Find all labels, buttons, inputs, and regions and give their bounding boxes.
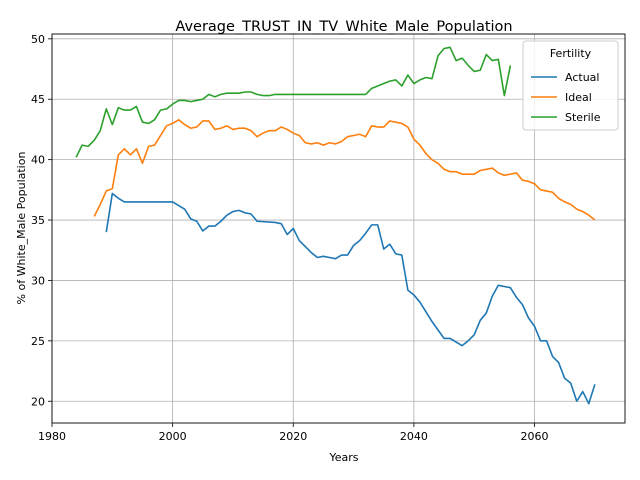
y-axis: 20 25 30 35 40 45 50 [31,33,52,408]
legend-title: Fertility [550,47,592,60]
legend: Fertility Actual Ideal Sterile [522,40,619,131]
x-axis-label: Years [328,451,358,464]
y-tick-label: 25 [31,335,45,348]
y-axis-label: % of White_Male Population [15,152,28,305]
y-tick-label: 45 [31,93,45,106]
y-tick-label: 30 [31,274,45,287]
plot-frame [51,33,626,424]
legend-box [522,40,619,131]
legend-label: Sterile [565,111,601,124]
x-axis: 1980 2000 2020 2040 2060 [38,423,549,443]
y-tick-label: 35 [31,214,45,227]
series-line-sterile [75,46,512,158]
x-tick-label: 2060 [521,430,549,443]
y-tick-label: 50 [31,33,45,46]
series-line-actual [105,192,596,405]
grid [51,34,625,423]
series-line-ideal [93,118,596,221]
x-tick-label: 2000 [159,430,187,443]
x-tick-label: 1980 [38,430,66,443]
series-lines [75,46,596,405]
x-tick-label: 2040 [400,430,428,443]
legend-label: Ideal [565,91,592,104]
y-tick-label: 40 [31,154,45,167]
y-tick-label: 20 [31,395,45,408]
legend-label: Actual [565,71,599,84]
x-tick-label: 2020 [279,430,307,443]
chart-title: Average_TRUST_IN_TV_White_Male_Populatio… [175,19,512,35]
